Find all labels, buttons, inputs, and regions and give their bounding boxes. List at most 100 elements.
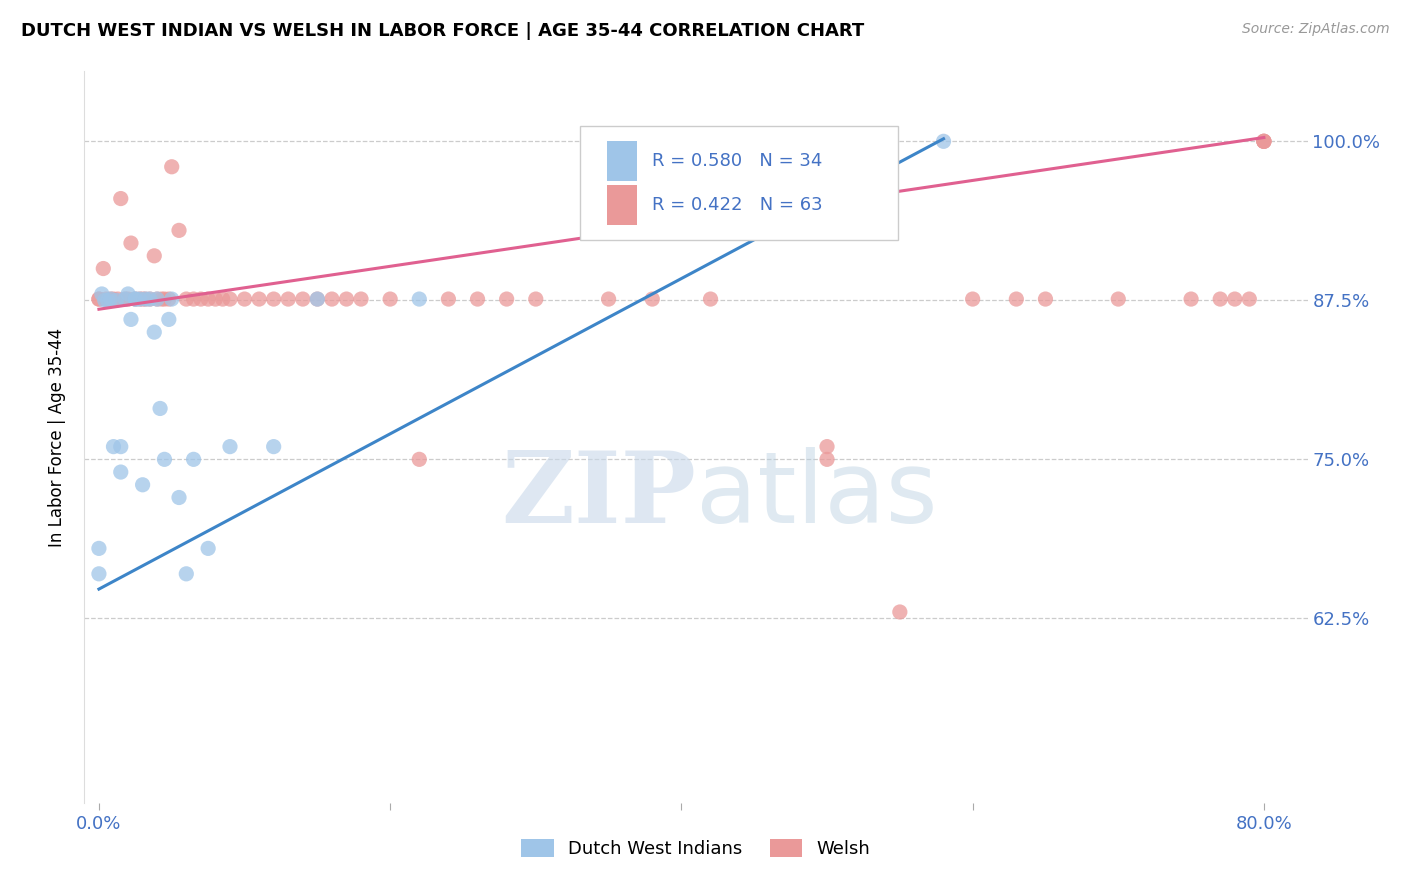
- Text: DUTCH WEST INDIAN VS WELSH IN LABOR FORCE | AGE 35-44 CORRELATION CHART: DUTCH WEST INDIAN VS WELSH IN LABOR FORC…: [21, 22, 865, 40]
- Point: [120, 312, 142, 326]
- Point: [932, 134, 955, 148]
- Point: [128, 292, 150, 306]
- Point: [380, 292, 402, 306]
- Point: [291, 292, 314, 306]
- Point: [219, 292, 242, 306]
- Point: [87, 541, 110, 556]
- Point: [135, 292, 157, 306]
- Point: [87, 566, 110, 581]
- Point: [167, 491, 190, 505]
- Legend: Dutch West Indians, Welsh: Dutch West Indians, Welsh: [512, 830, 880, 867]
- Point: [183, 452, 205, 467]
- Point: [124, 292, 146, 306]
- Point: [197, 541, 219, 556]
- Point: [889, 605, 911, 619]
- Point: [110, 465, 132, 479]
- Y-axis label: In Labor Force | Age 35-44: In Labor Force | Age 35-44: [48, 327, 66, 547]
- Point: [204, 292, 226, 306]
- Point: [307, 292, 329, 306]
- Point: [139, 292, 162, 306]
- Point: [1209, 292, 1232, 306]
- Point: [139, 292, 162, 306]
- Point: [87, 292, 110, 306]
- Point: [110, 192, 132, 206]
- Point: [1223, 292, 1246, 306]
- FancyBboxPatch shape: [579, 126, 898, 240]
- Point: [211, 292, 233, 306]
- Point: [146, 292, 169, 306]
- Point: [91, 261, 114, 276]
- Point: [1035, 292, 1057, 306]
- Point: [350, 292, 373, 306]
- Point: [150, 292, 173, 306]
- Point: [233, 292, 256, 306]
- Text: R = 0.422   N = 63: R = 0.422 N = 63: [652, 195, 823, 213]
- Point: [815, 440, 838, 454]
- Point: [277, 292, 299, 306]
- Point: [124, 292, 146, 306]
- Point: [598, 292, 620, 306]
- Point: [1253, 134, 1275, 148]
- Point: [120, 236, 142, 251]
- Point: [128, 292, 150, 306]
- Point: [641, 292, 664, 306]
- Point: [174, 566, 197, 581]
- Point: [1107, 292, 1129, 306]
- Point: [117, 287, 139, 301]
- Point: [105, 293, 128, 308]
- Point: [467, 292, 489, 306]
- Bar: [606, 185, 637, 225]
- Point: [131, 477, 153, 491]
- Bar: [606, 141, 637, 181]
- Point: [174, 292, 197, 306]
- Point: [1253, 134, 1275, 148]
- Point: [167, 223, 190, 237]
- Point: [87, 292, 110, 306]
- Point: [114, 292, 136, 306]
- Point: [103, 292, 125, 306]
- Point: [183, 292, 205, 306]
- Point: [524, 292, 547, 306]
- Point: [157, 292, 180, 306]
- Point: [110, 440, 132, 454]
- Point: [124, 292, 146, 306]
- Point: [93, 293, 115, 308]
- Point: [153, 292, 176, 306]
- Point: [321, 292, 343, 306]
- Point: [96, 292, 118, 306]
- Point: [135, 292, 157, 306]
- Point: [157, 312, 180, 326]
- Point: [103, 440, 125, 454]
- Point: [437, 292, 460, 306]
- Point: [408, 452, 430, 467]
- Point: [100, 292, 122, 306]
- Point: [90, 287, 112, 301]
- Text: atlas: atlas: [696, 447, 938, 544]
- Point: [408, 292, 430, 306]
- Point: [1239, 292, 1261, 306]
- Point: [263, 292, 285, 306]
- Point: [143, 325, 166, 339]
- Point: [815, 452, 838, 467]
- Point: [495, 292, 517, 306]
- Point: [97, 293, 120, 308]
- Point: [962, 292, 984, 306]
- Point: [149, 401, 172, 416]
- Point: [307, 292, 329, 306]
- Point: [143, 249, 166, 263]
- Point: [160, 292, 183, 306]
- Point: [107, 292, 129, 306]
- Point: [153, 452, 176, 467]
- Text: R = 0.580   N = 34: R = 0.580 N = 34: [652, 153, 823, 170]
- Point: [146, 292, 169, 306]
- Point: [114, 292, 136, 306]
- Point: [1253, 134, 1275, 148]
- Point: [247, 292, 270, 306]
- Point: [190, 292, 212, 306]
- Point: [1005, 292, 1028, 306]
- Point: [131, 292, 153, 306]
- Point: [1253, 134, 1275, 148]
- Text: ZIP: ZIP: [501, 447, 696, 544]
- Point: [197, 292, 219, 306]
- Point: [1180, 292, 1202, 306]
